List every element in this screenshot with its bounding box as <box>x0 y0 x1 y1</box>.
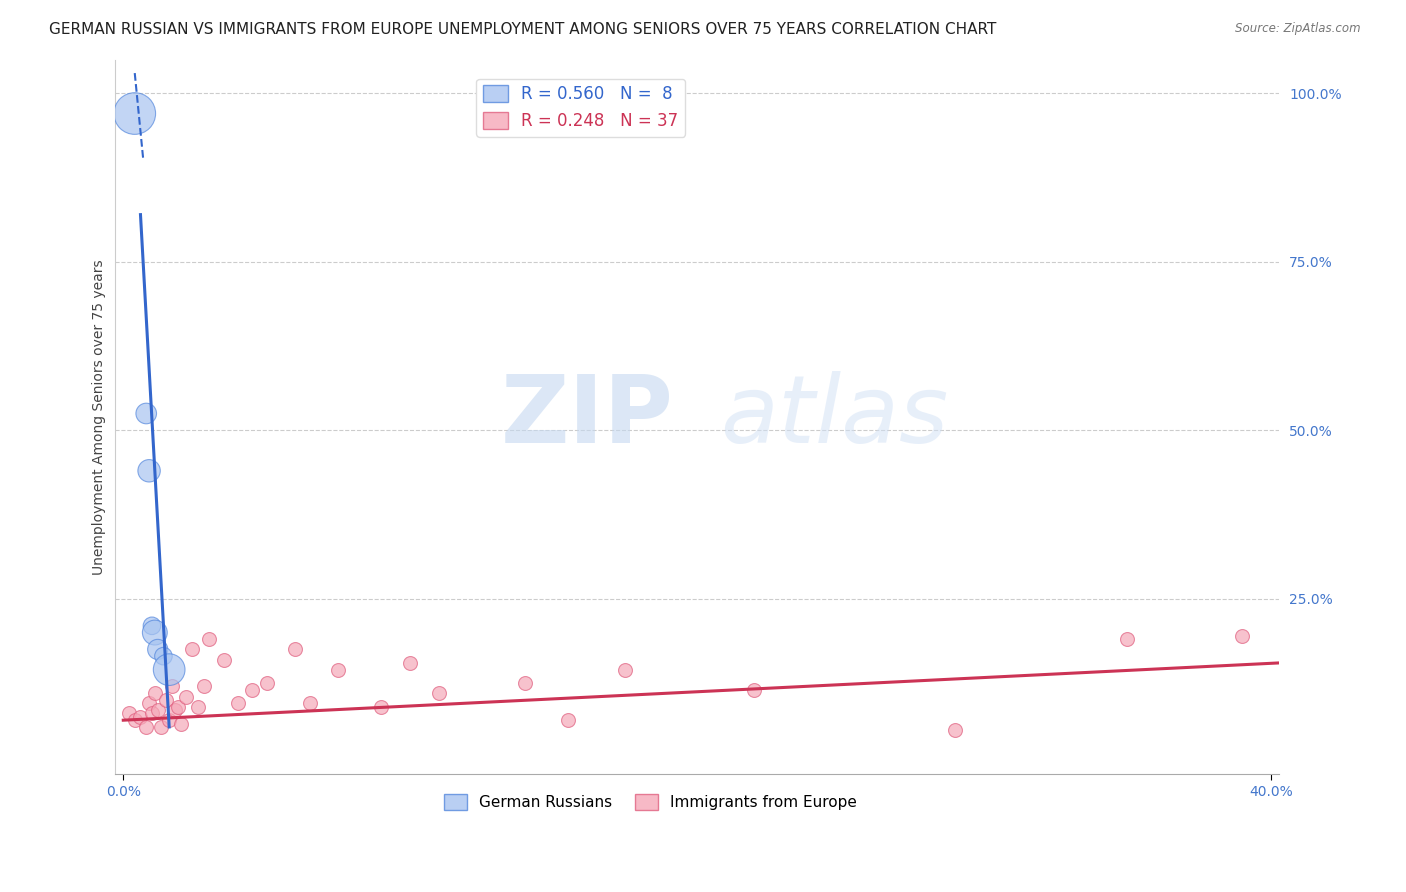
Point <box>212 652 235 666</box>
Point <box>1230 629 1253 643</box>
Point <box>513 676 536 690</box>
Point <box>614 663 637 677</box>
Point <box>138 464 160 478</box>
Text: Source: ZipAtlas.com: Source: ZipAtlas.com <box>1236 22 1361 36</box>
Point <box>143 625 166 640</box>
Text: atlas: atlas <box>720 371 949 462</box>
Point <box>744 682 766 697</box>
Point <box>187 699 209 714</box>
Point <box>149 720 172 734</box>
Point <box>298 697 321 711</box>
Point <box>240 682 263 697</box>
Point <box>1116 632 1139 647</box>
Point <box>427 686 450 700</box>
Point <box>129 710 152 724</box>
Point <box>399 656 422 670</box>
Point <box>141 706 163 721</box>
Point <box>160 680 183 694</box>
Point <box>226 697 249 711</box>
Point <box>135 407 157 421</box>
Point <box>135 720 157 734</box>
Point <box>256 676 278 690</box>
Point <box>557 713 579 727</box>
Point <box>176 690 198 704</box>
Point <box>152 649 174 664</box>
Text: GERMAN RUSSIAN VS IMMIGRANTS FROM EUROPE UNEMPLOYMENT AMONG SENIORS OVER 75 YEAR: GERMAN RUSSIAN VS IMMIGRANTS FROM EUROPE… <box>49 22 997 37</box>
Point <box>155 693 177 707</box>
Point <box>328 663 350 677</box>
Point <box>146 703 169 717</box>
Point <box>370 699 392 714</box>
Point <box>157 663 180 677</box>
Point <box>138 697 160 711</box>
Point <box>943 723 966 738</box>
Point <box>146 642 169 657</box>
Point <box>124 713 146 727</box>
Y-axis label: Unemployment Among Seniors over 75 years: Unemployment Among Seniors over 75 years <box>93 259 107 574</box>
Point <box>193 680 215 694</box>
Point <box>166 699 188 714</box>
Point <box>118 706 141 721</box>
Point <box>163 703 186 717</box>
Point <box>141 619 163 633</box>
Legend: German Russians, Immigrants from Europe: German Russians, Immigrants from Europe <box>437 789 863 816</box>
Point <box>124 106 146 120</box>
Point <box>157 713 180 727</box>
Point <box>198 632 221 647</box>
Text: ZIP: ZIP <box>501 371 673 463</box>
Point <box>169 716 191 731</box>
Point <box>143 686 166 700</box>
Point <box>284 642 307 657</box>
Point <box>181 642 204 657</box>
